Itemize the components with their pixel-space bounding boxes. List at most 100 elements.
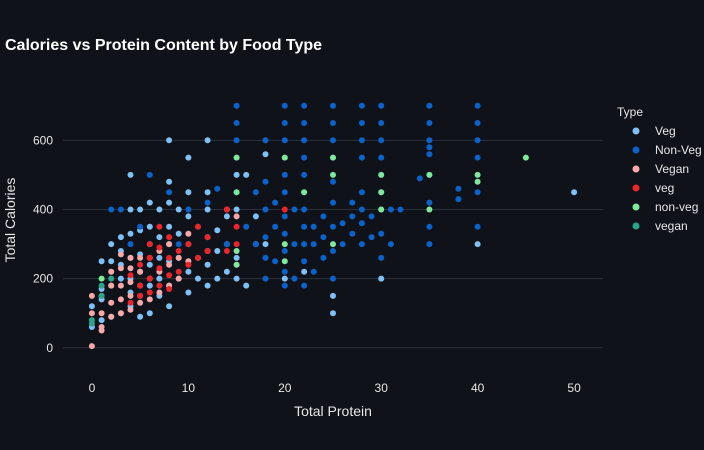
data-point[interactable]	[330, 137, 336, 144]
data-point[interactable]	[301, 258, 308, 265]
data-point[interactable]	[108, 258, 115, 265]
data-point[interactable]	[127, 230, 134, 237]
data-point[interactable]	[204, 282, 211, 289]
data-point[interactable]	[88, 292, 95, 299]
data-point[interactable]	[146, 223, 153, 230]
data-point[interactable]	[108, 206, 115, 213]
data-point[interactable]	[233, 213, 240, 220]
data-point[interactable]	[233, 254, 240, 261]
data-point[interactable]	[281, 120, 288, 126]
data-point[interactable]	[330, 310, 336, 317]
data-point[interactable]	[127, 241, 134, 248]
legend-item-non-veg[interactable]: Non-Veg	[632, 143, 702, 157]
data-point[interactable]	[301, 171, 308, 178]
data-point[interactable]	[378, 171, 385, 178]
data-point[interactable]	[146, 199, 153, 206]
data-point[interactable]	[233, 223, 240, 230]
data-point[interactable]	[262, 275, 269, 282]
data-point[interactable]	[108, 299, 115, 306]
data-point[interactable]	[166, 234, 173, 241]
data-point[interactable]	[137, 268, 144, 275]
data-point[interactable]	[358, 241, 365, 248]
data-point[interactable]	[281, 189, 288, 196]
data-point[interactable]	[117, 275, 124, 282]
data-point[interactable]	[127, 171, 134, 178]
data-point[interactable]	[281, 137, 288, 144]
data-point[interactable]	[349, 199, 356, 206]
data-point[interactable]	[214, 185, 221, 192]
data-point[interactable]	[330, 102, 336, 109]
data-point[interactable]	[146, 254, 153, 261]
data-point[interactable]	[378, 154, 385, 161]
data-point[interactable]	[204, 137, 211, 144]
data-point[interactable]	[301, 137, 308, 144]
data-point[interactable]	[146, 241, 153, 248]
data-point[interactable]	[368, 213, 375, 220]
data-point[interactable]	[368, 234, 375, 241]
data-point[interactable]	[204, 206, 211, 213]
data-point[interactable]	[310, 223, 317, 230]
data-point[interactable]	[330, 120, 336, 126]
data-point[interactable]	[185, 206, 192, 213]
data-point[interactable]	[281, 206, 288, 213]
data-point[interactable]	[426, 171, 433, 178]
data-point[interactable]	[301, 154, 308, 161]
legend-item-vegan[interactable]: Vegan	[632, 162, 690, 176]
data-point[interactable]	[358, 120, 365, 126]
data-point[interactable]	[330, 199, 336, 206]
data-point[interactable]	[233, 154, 240, 161]
legend-item-veg[interactable]: Veg	[632, 124, 676, 138]
data-point[interactable]	[281, 213, 288, 220]
data-point[interactable]	[223, 213, 230, 220]
data-point[interactable]	[137, 261, 144, 268]
data-point[interactable]	[233, 248, 240, 254]
data-point[interactable]	[378, 102, 385, 109]
data-point[interactable]	[175, 268, 182, 275]
data-point[interactable]	[474, 154, 481, 161]
data-point[interactable]	[185, 189, 192, 196]
data-point[interactable]	[330, 241, 336, 248]
data-point[interactable]	[474, 241, 481, 248]
data-point[interactable]	[349, 230, 356, 237]
data-point[interactable]	[387, 241, 394, 248]
data-point[interactable]	[252, 241, 259, 248]
data-point[interactable]	[166, 241, 173, 248]
data-point[interactable]	[156, 275, 163, 282]
data-point[interactable]	[108, 268, 115, 275]
data-point[interactable]	[204, 248, 211, 254]
legend-item-veg[interactable]: veg	[632, 181, 675, 195]
data-point[interactable]	[166, 178, 173, 185]
data-point[interactable]	[233, 120, 240, 126]
data-point[interactable]	[175, 241, 182, 248]
data-point[interactable]	[117, 265, 124, 272]
data-point[interactable]	[127, 272, 134, 279]
data-point[interactable]	[358, 137, 365, 144]
data-point[interactable]	[98, 324, 105, 330]
data-point[interactable]	[204, 189, 211, 196]
data-point[interactable]	[166, 261, 173, 268]
data-point[interactable]	[281, 102, 288, 109]
data-point[interactable]	[301, 282, 308, 289]
data-point[interactable]	[330, 275, 336, 282]
data-point[interactable]	[88, 343, 95, 350]
data-point[interactable]	[117, 296, 124, 303]
data-point[interactable]	[262, 254, 269, 261]
data-point[interactable]	[378, 254, 385, 261]
data-point[interactable]	[175, 254, 182, 261]
data-point[interactable]	[108, 282, 115, 289]
data-point[interactable]	[146, 282, 153, 289]
data-point[interactable]	[281, 230, 288, 237]
data-point[interactable]	[166, 272, 173, 279]
data-point[interactable]	[474, 102, 481, 109]
data-point[interactable]	[262, 151, 269, 158]
data-point[interactable]	[223, 248, 230, 254]
data-point[interactable]	[378, 275, 385, 282]
data-point[interactable]	[175, 206, 182, 213]
data-point[interactable]	[156, 282, 163, 289]
data-point[interactable]	[156, 206, 163, 213]
data-point[interactable]	[397, 206, 404, 213]
data-point[interactable]	[262, 241, 269, 248]
data-point[interactable]	[358, 154, 365, 161]
data-point[interactable]	[281, 241, 288, 248]
data-point[interactable]	[426, 120, 433, 126]
